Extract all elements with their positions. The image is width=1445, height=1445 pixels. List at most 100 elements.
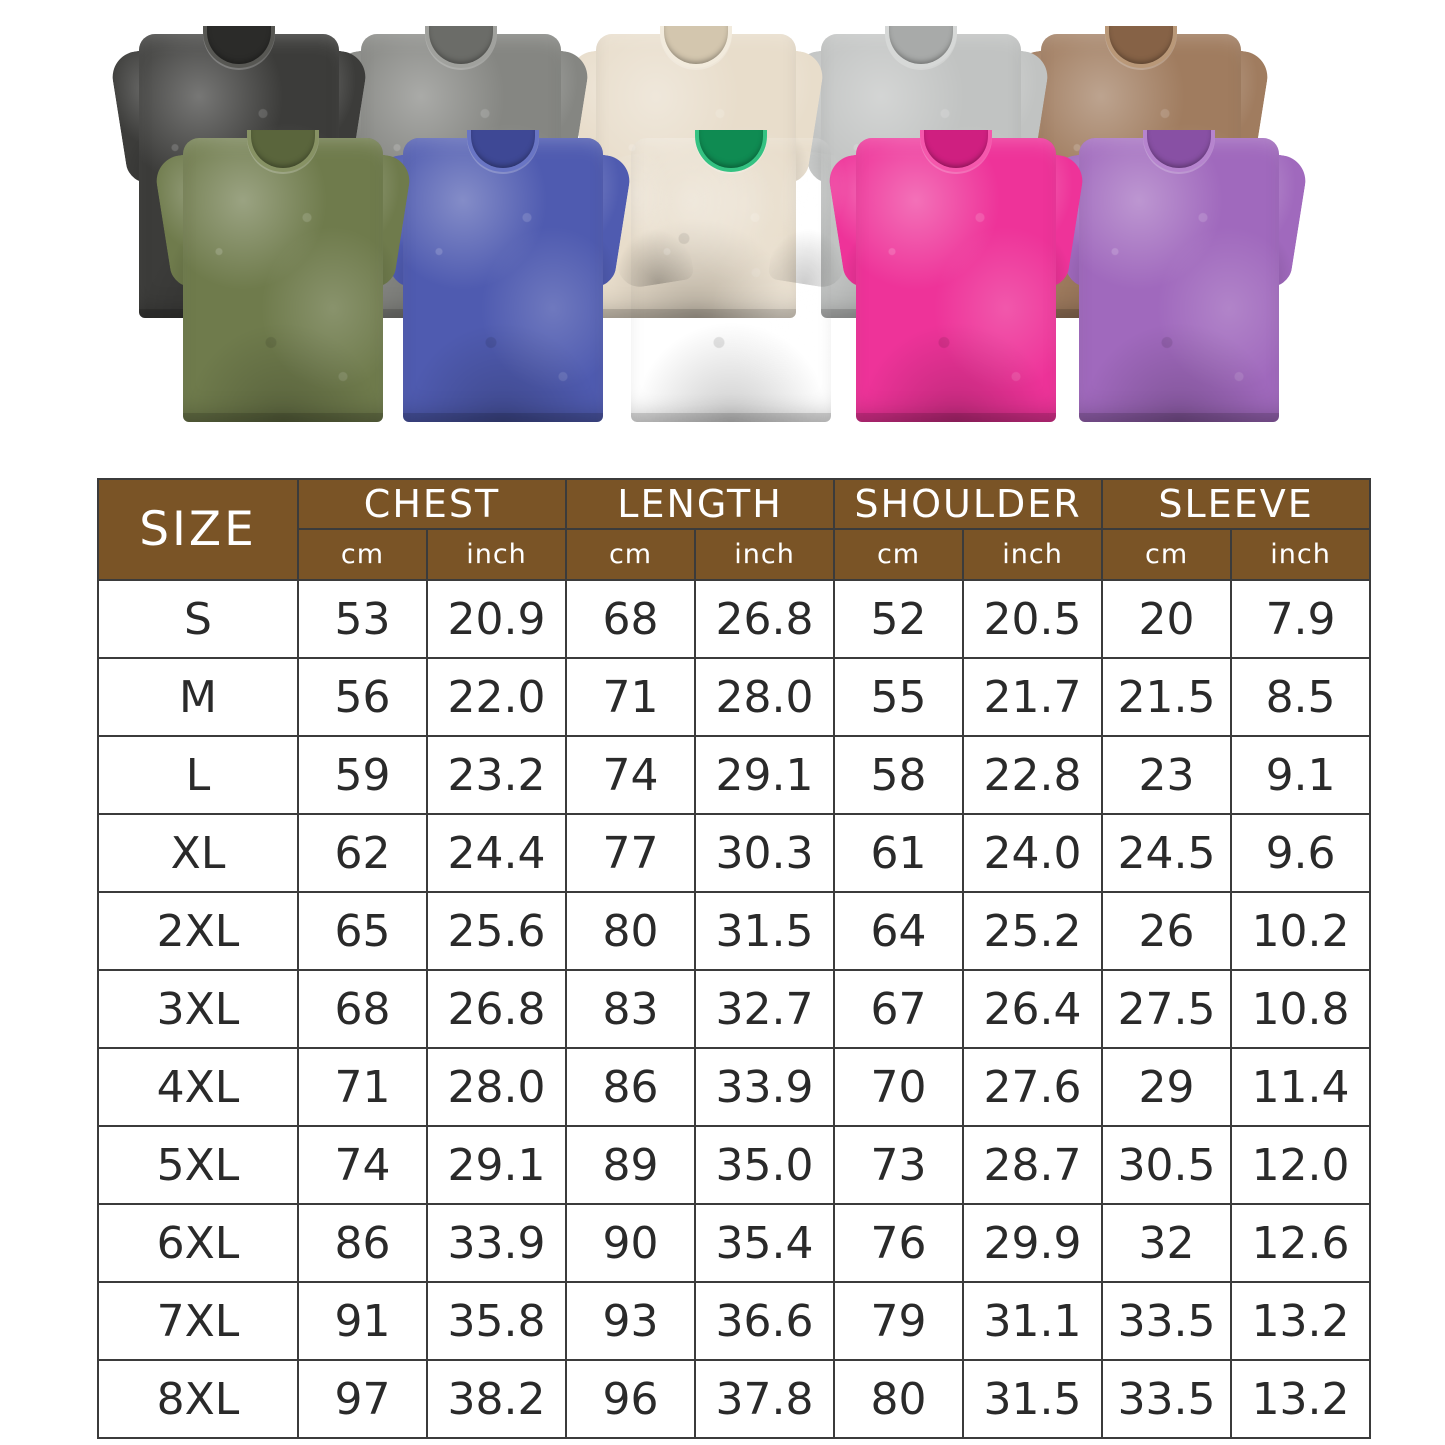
- cell-shoulder-inch: 21.7: [962, 657, 1104, 737]
- cell-chest-cm: 86: [297, 1203, 428, 1283]
- header-group-length: LENGTH: [565, 478, 836, 530]
- cell-length-inch: 26.8: [694, 579, 836, 659]
- header-unit-sleeve-inch: inch: [1230, 528, 1372, 581]
- cell-size: 3XL: [97, 969, 299, 1049]
- cell-size: 6XL: [97, 1203, 299, 1283]
- header-size: SIZE: [97, 478, 299, 581]
- header-unit-shoulder-inch: inch: [962, 528, 1104, 581]
- cell-shoulder-inch: 31.5: [962, 1359, 1104, 1439]
- cell-length-cm: 96: [565, 1359, 697, 1439]
- cell-shoulder-cm: 79: [833, 1281, 965, 1361]
- table-row: 8XL 97 38.2 96 37.8 80 31.5 33.5 13.2: [97, 1359, 1372, 1439]
- cell-chest-inch: 23.2: [425, 735, 568, 815]
- header-row-units: cm inch cm inch cm inch cm inch: [98, 528, 1372, 581]
- header-group-sleeve: SLEEVE: [1101, 478, 1372, 530]
- table-row: 5XL 74 29.1 89 35.0 73 28.7 30.5 12.0: [97, 1125, 1372, 1205]
- shirt-hem: [856, 413, 1056, 422]
- cell-chest-cm: 59: [297, 735, 428, 815]
- cell-length-cm: 86: [565, 1047, 697, 1127]
- cell-size: 7XL: [97, 1281, 299, 1361]
- cell-chest-cm: 97: [297, 1359, 428, 1439]
- shirt-hem: [596, 309, 796, 318]
- cell-chest-cm: 74: [297, 1125, 428, 1205]
- cell-length-cm: 93: [565, 1281, 697, 1361]
- table-row: 6XL 86 33.9 90 35.4 76 29.9 32 12.6: [97, 1203, 1372, 1283]
- shirt-hem: [403, 413, 603, 422]
- cell-sleeve-cm: 26: [1101, 891, 1233, 971]
- cell-chest-cm: 71: [297, 1047, 428, 1127]
- cell-sleeve-inch: 9.6: [1230, 813, 1372, 893]
- cell-sleeve-inch: 8.5: [1230, 657, 1372, 737]
- cell-sleeve-cm: 33.5: [1101, 1281, 1233, 1361]
- cell-sleeve-cm: 29: [1101, 1047, 1233, 1127]
- cell-sleeve-cm: 20: [1101, 579, 1233, 659]
- cell-size: XL: [97, 813, 299, 893]
- header-group-chest: CHEST: [296, 478, 568, 530]
- cell-shoulder-cm: 61: [833, 813, 965, 893]
- cell-shoulder-cm: 70: [833, 1047, 965, 1127]
- shirt-emerald-green: [600, 122, 862, 422]
- shirt-body: [183, 138, 383, 422]
- cell-chest-cm: 65: [297, 891, 428, 971]
- cell-length-cm: 68: [565, 579, 697, 659]
- shirt-body: [1079, 138, 1279, 422]
- cell-sleeve-inch: 12.6: [1230, 1203, 1372, 1283]
- cell-sleeve-inch: 10.8: [1230, 969, 1372, 1049]
- cell-length-cm: 77: [565, 813, 697, 893]
- cell-chest-cm: 62: [297, 813, 428, 893]
- cell-chest-cm: 68: [297, 969, 428, 1049]
- cell-chest-inch: 26.8: [425, 969, 568, 1049]
- header-row-groups: SIZE CHEST LENGTH SHOULDER SLEEVE: [97, 478, 1372, 581]
- cell-length-inch: 32.7: [694, 969, 836, 1049]
- cell-length-inch: 35.4: [694, 1203, 836, 1283]
- table-row: S 53 20.9 68 26.8 52 20.5 20 7.9: [97, 579, 1372, 659]
- cell-length-inch: 37.8: [694, 1359, 836, 1439]
- cell-length-inch: 35.0: [694, 1125, 836, 1205]
- shirt-army-green: [152, 122, 414, 422]
- shirt-body: [631, 138, 831, 422]
- cell-shoulder-inch: 24.0: [962, 813, 1104, 893]
- cell-chest-cm: 56: [297, 657, 428, 737]
- cell-shoulder-cm: 58: [833, 735, 965, 815]
- cell-shoulder-cm: 73: [833, 1125, 965, 1205]
- cell-sleeve-inch: 10.2: [1230, 891, 1372, 971]
- shirt-cream-beige: [565, 18, 827, 318]
- cell-sleeve-inch: 13.2: [1230, 1281, 1372, 1361]
- cell-shoulder-inch: 26.4: [962, 969, 1104, 1049]
- cell-sleeve-inch: 11.4: [1230, 1047, 1372, 1127]
- cell-shoulder-inch: 25.2: [962, 891, 1104, 971]
- cell-length-inch: 30.3: [694, 813, 836, 893]
- table-row: 3XL 68 26.8 83 32.7 67 26.4 27.5 10.8: [97, 969, 1372, 1049]
- cell-chest-cm: 53: [297, 579, 428, 659]
- cell-sleeve-cm: 27.5: [1101, 969, 1233, 1049]
- cell-shoulder-cm: 76: [833, 1203, 965, 1283]
- cell-chest-inch: 22.0: [425, 657, 568, 737]
- shirt-body: [596, 34, 796, 318]
- cell-shoulder-inch: 28.7: [962, 1125, 1104, 1205]
- size-chart-container: SIZE CHEST LENGTH SHOULDER SLEEVE cm inc…: [97, 478, 1372, 1439]
- table-row: 7XL 91 35.8 93 36.6 79 31.1 33.5 13.2: [97, 1281, 1372, 1361]
- shirt-orchid-purple: [1048, 122, 1310, 422]
- cell-shoulder-cm: 67: [833, 969, 965, 1049]
- table-row: M 56 22.0 71 28.0 55 21.7 21.5 8.5: [97, 657, 1372, 737]
- cell-sleeve-inch: 12.0: [1230, 1125, 1372, 1205]
- cell-sleeve-cm: 24.5: [1101, 813, 1233, 893]
- header-unit-sleeve-cm: cm: [1101, 528, 1233, 581]
- header-unit-shoulder-cm: cm: [833, 528, 965, 581]
- cell-shoulder-inch: 31.1: [962, 1281, 1104, 1361]
- cell-size: S: [97, 579, 299, 659]
- header-unit-chest-cm: cm: [297, 528, 428, 581]
- shirt-royal-blue: [372, 122, 634, 422]
- cell-sleeve-cm: 32: [1101, 1203, 1233, 1283]
- cell-shoulder-cm: 55: [833, 657, 965, 737]
- cell-shoulder-cm: 64: [833, 891, 965, 971]
- cell-chest-inch: 20.9: [425, 579, 568, 659]
- header-unit-length-inch: inch: [694, 528, 836, 581]
- table-row: 2XL 65 25.6 80 31.5 64 25.2 26 10.2: [97, 891, 1372, 971]
- cell-length-cm: 80: [565, 891, 697, 971]
- cell-chest-inch: 25.6: [425, 891, 568, 971]
- cell-chest-inch: 35.8: [425, 1281, 568, 1361]
- cell-sleeve-cm: 33.5: [1101, 1359, 1233, 1439]
- cell-chest-inch: 38.2: [425, 1359, 568, 1439]
- cell-length-inch: 36.6: [694, 1281, 836, 1361]
